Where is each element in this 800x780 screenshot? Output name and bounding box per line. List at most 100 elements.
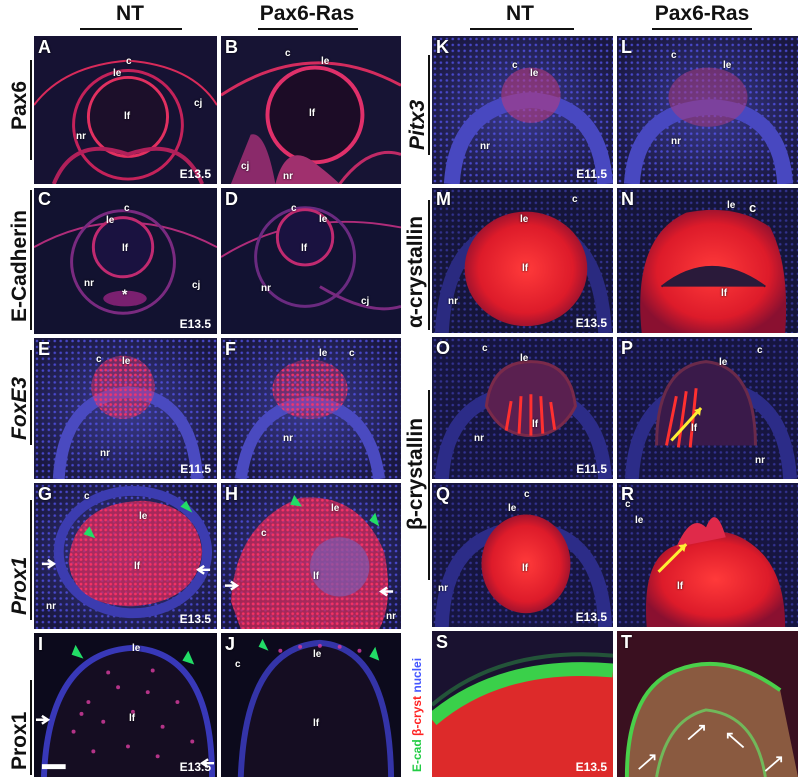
label-le: le [113, 68, 122, 79]
label-le: le [723, 60, 732, 71]
stage-label: E13.5 [179, 317, 211, 331]
label-nr: nr [448, 296, 458, 307]
panel-c: C c le lf nr cj * E13.5 [33, 187, 218, 335]
label-lf: lf [124, 111, 131, 122]
label-nr: nr [671, 136, 681, 147]
label-lf: lf [691, 423, 698, 434]
label-nr: nr [100, 448, 110, 459]
label-lf: lf [301, 243, 308, 254]
label-cj: cj [194, 98, 203, 109]
stage-label: E13.5 [179, 612, 211, 626]
label-nr: nr [261, 283, 271, 294]
panel-m: M le c lf nr E13.5 [431, 187, 614, 334]
stage-label: E11.5 [576, 462, 607, 476]
panel-letter: Q [436, 484, 451, 504]
label-lf: lf [721, 288, 728, 299]
label-cj: cj [361, 296, 370, 307]
label-le: le [520, 214, 529, 225]
stage-label: E13.5 [179, 167, 211, 181]
panel-letter: B [225, 37, 238, 57]
panel-j: J le c lf [220, 632, 402, 778]
panel-letter: O [436, 338, 451, 358]
label-lf: lf [532, 419, 539, 430]
panel-letter: G [38, 484, 53, 504]
label-lf: lf [134, 561, 141, 572]
panel-letter: S [436, 632, 449, 652]
stage-label: E13.5 [575, 316, 607, 330]
panel-l: L c le nr [616, 35, 799, 185]
panel-letter: H [225, 484, 238, 504]
label-c: c [749, 200, 757, 215]
row-label-bar [30, 500, 32, 620]
label-nr: nr [283, 433, 293, 444]
row-label-foxe3: FoxE3 [8, 376, 31, 440]
label-le: le [132, 643, 141, 654]
label-c: c [524, 489, 530, 500]
header-underline [258, 28, 358, 30]
legend: E-cad β-cryst nuclei [410, 658, 424, 772]
label-le: le [635, 515, 644, 526]
label-c: c [291, 203, 297, 214]
label-nr: nr [76, 131, 86, 142]
row-label-bar [30, 190, 32, 330]
label-le: le [719, 357, 728, 368]
legend-ecad: E-cad [410, 739, 424, 772]
label-c: c [261, 528, 267, 539]
label-le: le [727, 200, 736, 211]
row-label-prox1: Prox1 [8, 711, 31, 770]
label-c: c [482, 343, 488, 354]
panel-letter: D [225, 189, 238, 209]
row-label-pax6: Pax6 [8, 80, 31, 130]
label-c: c [757, 345, 763, 356]
panel-n: N le c lf [616, 187, 799, 334]
panel-f: F le c nr [220, 337, 402, 480]
panel-o: O c le lf nr E11.5 [431, 336, 614, 480]
label-c: c [349, 348, 355, 359]
panel-letter: N [621, 189, 634, 209]
label-c: c [671, 50, 677, 61]
panel-letter: C [38, 189, 51, 209]
label-lf: lf [522, 563, 529, 574]
label-lf: lf [313, 718, 320, 729]
row-label-alpha-crystallin: α-crystallin [404, 215, 427, 328]
label-c: c [235, 659, 241, 670]
label-nr: nr [84, 278, 94, 289]
panel-a: A c le lf nr cj E13.5 [33, 35, 218, 185]
label-lf: lf [677, 581, 684, 592]
label-le: le [313, 649, 322, 660]
row-label-bar [428, 200, 430, 330]
label-le: le [508, 503, 517, 514]
row-label-beta-crystallin: β-crystallin [404, 417, 427, 530]
label-lf: lf [129, 713, 136, 724]
header-underline [470, 28, 574, 30]
label-c: c [96, 354, 102, 365]
label-c: c [84, 491, 90, 502]
panel-letter: E [38, 339, 51, 359]
panel-b: B c le lf cj nr [220, 35, 402, 185]
stage-label: E13.5 [575, 610, 607, 624]
label-lf: lf [122, 243, 129, 254]
label-lf: lf [313, 571, 320, 582]
panel-letter: I [38, 634, 44, 654]
panel-letter: M [436, 189, 451, 209]
label-cj: cj [192, 280, 201, 291]
panel-letter: L [621, 37, 632, 57]
label-lf: lf [522, 263, 529, 274]
label-le: le [106, 215, 115, 226]
label-nr: nr [480, 141, 490, 152]
label-c: c [625, 499, 631, 510]
header-ras-left: Pax6-Ras [259, 2, 355, 25]
label-le: le [122, 356, 131, 367]
stage-label: E13.5 [575, 760, 607, 774]
row-label-bar [30, 680, 32, 775]
legend-bcryst: β-cryst [410, 695, 424, 736]
label-le: le [319, 348, 328, 359]
row-label-bar [428, 55, 430, 155]
label-le: le [331, 503, 340, 514]
header-nt-right: NT [506, 2, 534, 25]
panel-h: H le c lf nr [220, 482, 402, 630]
panel-e: E c le nr E11.5 [33, 337, 218, 480]
label-asterisk: * [122, 286, 128, 302]
panel-k: K c le nr E11.5 [431, 35, 614, 185]
label-lf: lf [309, 108, 316, 119]
